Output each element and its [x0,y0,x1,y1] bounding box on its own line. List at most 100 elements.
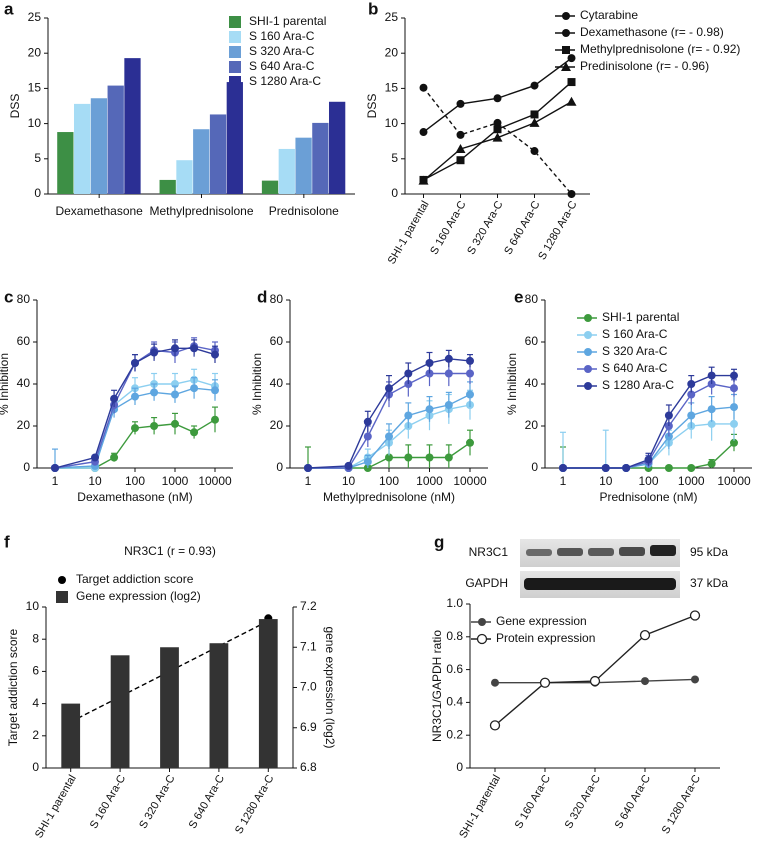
legend-label: S 640 Ara-C [602,361,668,375]
y-tick-label: 60 [270,334,284,348]
marker [730,419,738,428]
legend-swatch [229,31,241,43]
error-bar [560,431,566,468]
marker [150,388,159,397]
marker [687,464,696,472]
y-tick-label: 20 [270,418,284,432]
panel-label: g [434,532,444,551]
marker [530,110,539,119]
marker [51,464,59,472]
panel-label: c [4,287,13,306]
x-tick-label: S 320 Ara-C [465,199,505,257]
marker [530,147,539,156]
marker [566,96,577,106]
marker [601,464,610,472]
x-tick-label: 1000 [416,474,443,488]
panel-label: d [257,287,267,306]
marker [493,118,502,127]
legend-label: Predinisolone (r= - 0.96) [580,59,709,73]
x-tick-label: 10 [599,474,613,488]
marker [363,457,372,466]
marker [131,392,139,401]
legend-label: SHI-1 parental [602,310,679,324]
marker [444,369,453,378]
blot-size: 37 kDa [690,576,728,590]
y-tick-label: 60 [525,334,539,348]
y-tick-label: 20 [28,45,42,59]
y-tick-label: 0.4 [446,695,463,709]
marker [344,461,353,470]
marker [150,422,159,430]
legend-marker [562,46,570,54]
marker [131,359,139,367]
marker [385,453,393,462]
y-tick-label: 60 [17,334,31,348]
marker [466,390,474,399]
marker [559,464,567,472]
legend-label: Protein expression [496,631,595,645]
bar [226,82,243,194]
x-tick-label: SHI-1 parental [33,773,79,840]
marker [529,117,540,127]
x-tick-label: 1 [560,474,567,488]
x-tick-label: S 640 Ara-C [187,773,227,831]
marker [171,419,179,428]
bar [124,58,141,195]
y-tick-label: 20 [525,418,539,432]
x-tick-label: S 160 Ara-C [428,199,468,257]
bar [193,129,210,194]
y-tick-label: 0.6 [446,662,463,676]
marker [489,720,501,731]
marker [363,432,372,441]
y-tick-label: 0 [391,186,398,200]
y-tick-label: 20 [385,45,399,59]
blot-label: GAPDH [465,576,508,590]
legend-label: Cytarabine [580,8,638,22]
marker [539,677,551,688]
marker [687,411,696,420]
legend-marker [584,365,592,373]
x-axis-label: Prednisolone (nM) [599,490,697,504]
marker [211,415,219,424]
marker [687,390,696,399]
legend-label: SHI-1 parental [249,14,326,28]
x-axis-label: Methylprednisolone (nM) [323,490,455,504]
blot-band [526,549,552,556]
marker [404,369,413,378]
marker [456,99,465,108]
y2-tick-label: 7.0 [300,680,317,694]
trend-line [70,620,269,723]
legend-marker [58,576,66,584]
x-tick-label: 10 [88,474,102,488]
marker [404,453,413,462]
y-tick-label: 8 [32,631,39,645]
marker [567,54,576,63]
marker [641,677,649,686]
marker [190,428,199,437]
legend-label: S 320 Ara-C [602,344,668,358]
legend-label: S 640 Ara-C [249,59,315,73]
x-tick-label: 1000 [678,474,705,488]
marker [466,356,474,365]
x-tick-label: Dexamethasone [55,204,143,218]
marker [211,386,219,395]
blot-band [650,545,676,556]
chart-title: NR3C1 (r = 0.93) [124,544,216,558]
x-tick-label: S 1280 Ara-C [233,773,276,836]
x-tick-label: S 160 Ara-C [88,773,128,831]
marker [425,453,434,462]
panel-label: f [4,532,10,551]
bar [160,647,179,768]
marker [171,344,179,353]
y-tick-label: 20 [17,418,31,432]
y2-axis-label: gene expression (log2) [323,626,337,748]
y-tick-label: 0 [531,460,538,474]
y-tick-label: 10 [28,116,42,130]
marker [492,132,503,142]
x-tick-label: 1 [305,474,312,488]
bar [110,655,130,768]
y-tick-label: 1.0 [446,596,463,610]
y-axis-label: DSS [365,94,379,119]
legend-label: S 160 Ara-C [602,327,668,341]
